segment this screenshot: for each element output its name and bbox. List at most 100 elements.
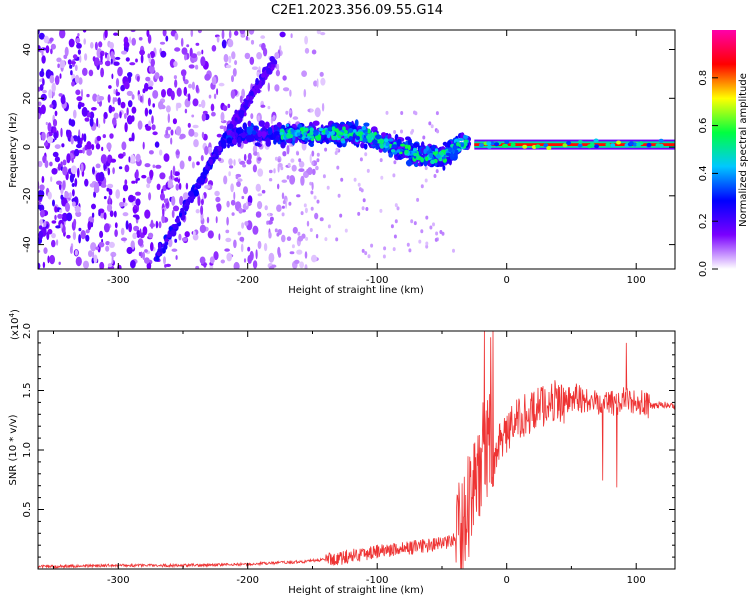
heatmap-cell	[246, 95, 249, 101]
heatmap-cell	[245, 201, 248, 207]
heatmap-cell	[65, 202, 70, 212]
heatmap-cell	[210, 103, 215, 112]
heatmap-cell	[282, 200, 286, 205]
heatmap-cell	[239, 236, 245, 242]
heatmap-cell	[77, 33, 80, 37]
colorbar-label: Normalized spectral amplitude	[738, 73, 749, 227]
heatmap-cell	[384, 138, 389, 143]
heatmap-cell	[433, 174, 437, 178]
heatmap-cell	[244, 98, 249, 106]
heatmap-cell	[448, 147, 453, 153]
heatmap-cell	[167, 113, 170, 124]
heatmap-cell	[400, 143, 406, 147]
heatmap-cell	[99, 261, 105, 269]
heatmap-cell	[137, 120, 143, 130]
snr-line	[38, 331, 675, 569]
heatmap-cell	[195, 64, 199, 70]
heatmap-cell	[71, 183, 75, 187]
heatmap-cell	[392, 247, 396, 252]
heatmap-cell	[577, 143, 583, 148]
heatmap-cell	[445, 157, 451, 164]
heatmap-cell	[236, 181, 241, 188]
heatmap-cell	[300, 211, 304, 216]
heatmap-cell	[285, 123, 290, 127]
heatmap-cell	[158, 100, 164, 110]
heatmap-cell	[425, 241, 429, 246]
heatmap-cell	[159, 172, 166, 180]
heatmap-cell	[289, 89, 292, 97]
heatmap-cell	[47, 255, 50, 264]
heatmap-cell	[64, 46, 69, 57]
heatmap-cell	[43, 227, 47, 231]
heatmap-cell	[315, 165, 319, 171]
heatmap-cell	[54, 214, 57, 221]
heatmap-cell	[67, 59, 72, 65]
heatmap-cell	[334, 128, 339, 133]
heatmap-cell	[226, 252, 232, 262]
heatmap-cell	[105, 245, 110, 252]
heatmap-cell	[166, 105, 171, 113]
heatmap-cell	[314, 107, 321, 118]
heatmap-cell	[174, 177, 180, 182]
heatmap-cell	[109, 210, 114, 217]
heatmap-cell	[400, 129, 403, 134]
heatmap-cell	[281, 234, 286, 243]
heatmap-cell	[110, 51, 115, 60]
heatmap-cell	[300, 127, 304, 132]
heatmap-cell	[287, 162, 291, 167]
heatmap-cell	[227, 39, 234, 48]
heatmap-cell	[148, 232, 154, 239]
heatmap-cell	[424, 178, 428, 183]
heatmap-cell	[72, 231, 76, 241]
heatmap-cell	[217, 157, 222, 162]
heatmap-cell	[129, 62, 136, 66]
heatmap-cell	[131, 132, 135, 142]
heatmap-cell	[173, 61, 178, 67]
heatmap-cell	[82, 147, 85, 154]
heatmap-cell	[282, 87, 290, 92]
heatmap-cell	[66, 153, 71, 164]
heatmap-cell	[286, 144, 290, 155]
heatmap-cell	[86, 149, 93, 156]
heatmap-cell	[286, 175, 290, 180]
heatmap-cell	[209, 256, 215, 264]
heatmap-cell	[311, 182, 314, 191]
heatmap-cell	[235, 175, 239, 180]
heatmap-cell	[244, 52, 251, 60]
heatmap-cell	[231, 75, 234, 83]
heatmap-cell	[57, 213, 63, 219]
heatmap-cell	[198, 104, 202, 107]
heatmap-cell	[60, 194, 64, 200]
heatmap-cell	[316, 199, 320, 204]
heatmap-cell	[429, 152, 433, 158]
heatmap-cell	[39, 78, 43, 82]
heatmap-cell	[291, 244, 295, 249]
heatmap-cell	[197, 177, 203, 184]
heatmap-cell	[424, 166, 428, 171]
heatmap-cell	[313, 195, 317, 200]
heatmap-cell	[435, 169, 439, 174]
heatmap-cell	[394, 203, 398, 208]
heatmap-cell	[412, 142, 420, 148]
heatmap-cell	[276, 204, 282, 212]
heatmap-cell	[100, 154, 107, 164]
colorbar-tick-label: 0.4	[698, 165, 709, 181]
heatmap-cell	[375, 144, 380, 150]
heatmap-cell	[220, 136, 224, 145]
heatmap-cell	[231, 138, 237, 145]
heatmap-cell	[282, 151, 287, 157]
heatmap-cell	[162, 30, 167, 37]
heatmap-cell	[165, 129, 169, 136]
heatmap-cell	[355, 135, 360, 141]
heatmap-cell	[382, 254, 386, 259]
heatmap-cell	[50, 43, 57, 50]
heatmap-cell	[418, 239, 422, 244]
heatmap-cell	[292, 116, 299, 120]
heatmap-cell	[120, 84, 126, 92]
heatmap-cell	[214, 190, 220, 197]
heatmap-cell	[213, 93, 217, 100]
heatmap-cell	[119, 201, 125, 207]
heatmap-cell	[47, 191, 52, 200]
heatmap-cell	[195, 209, 200, 214]
heatmap-cell	[247, 152, 252, 161]
